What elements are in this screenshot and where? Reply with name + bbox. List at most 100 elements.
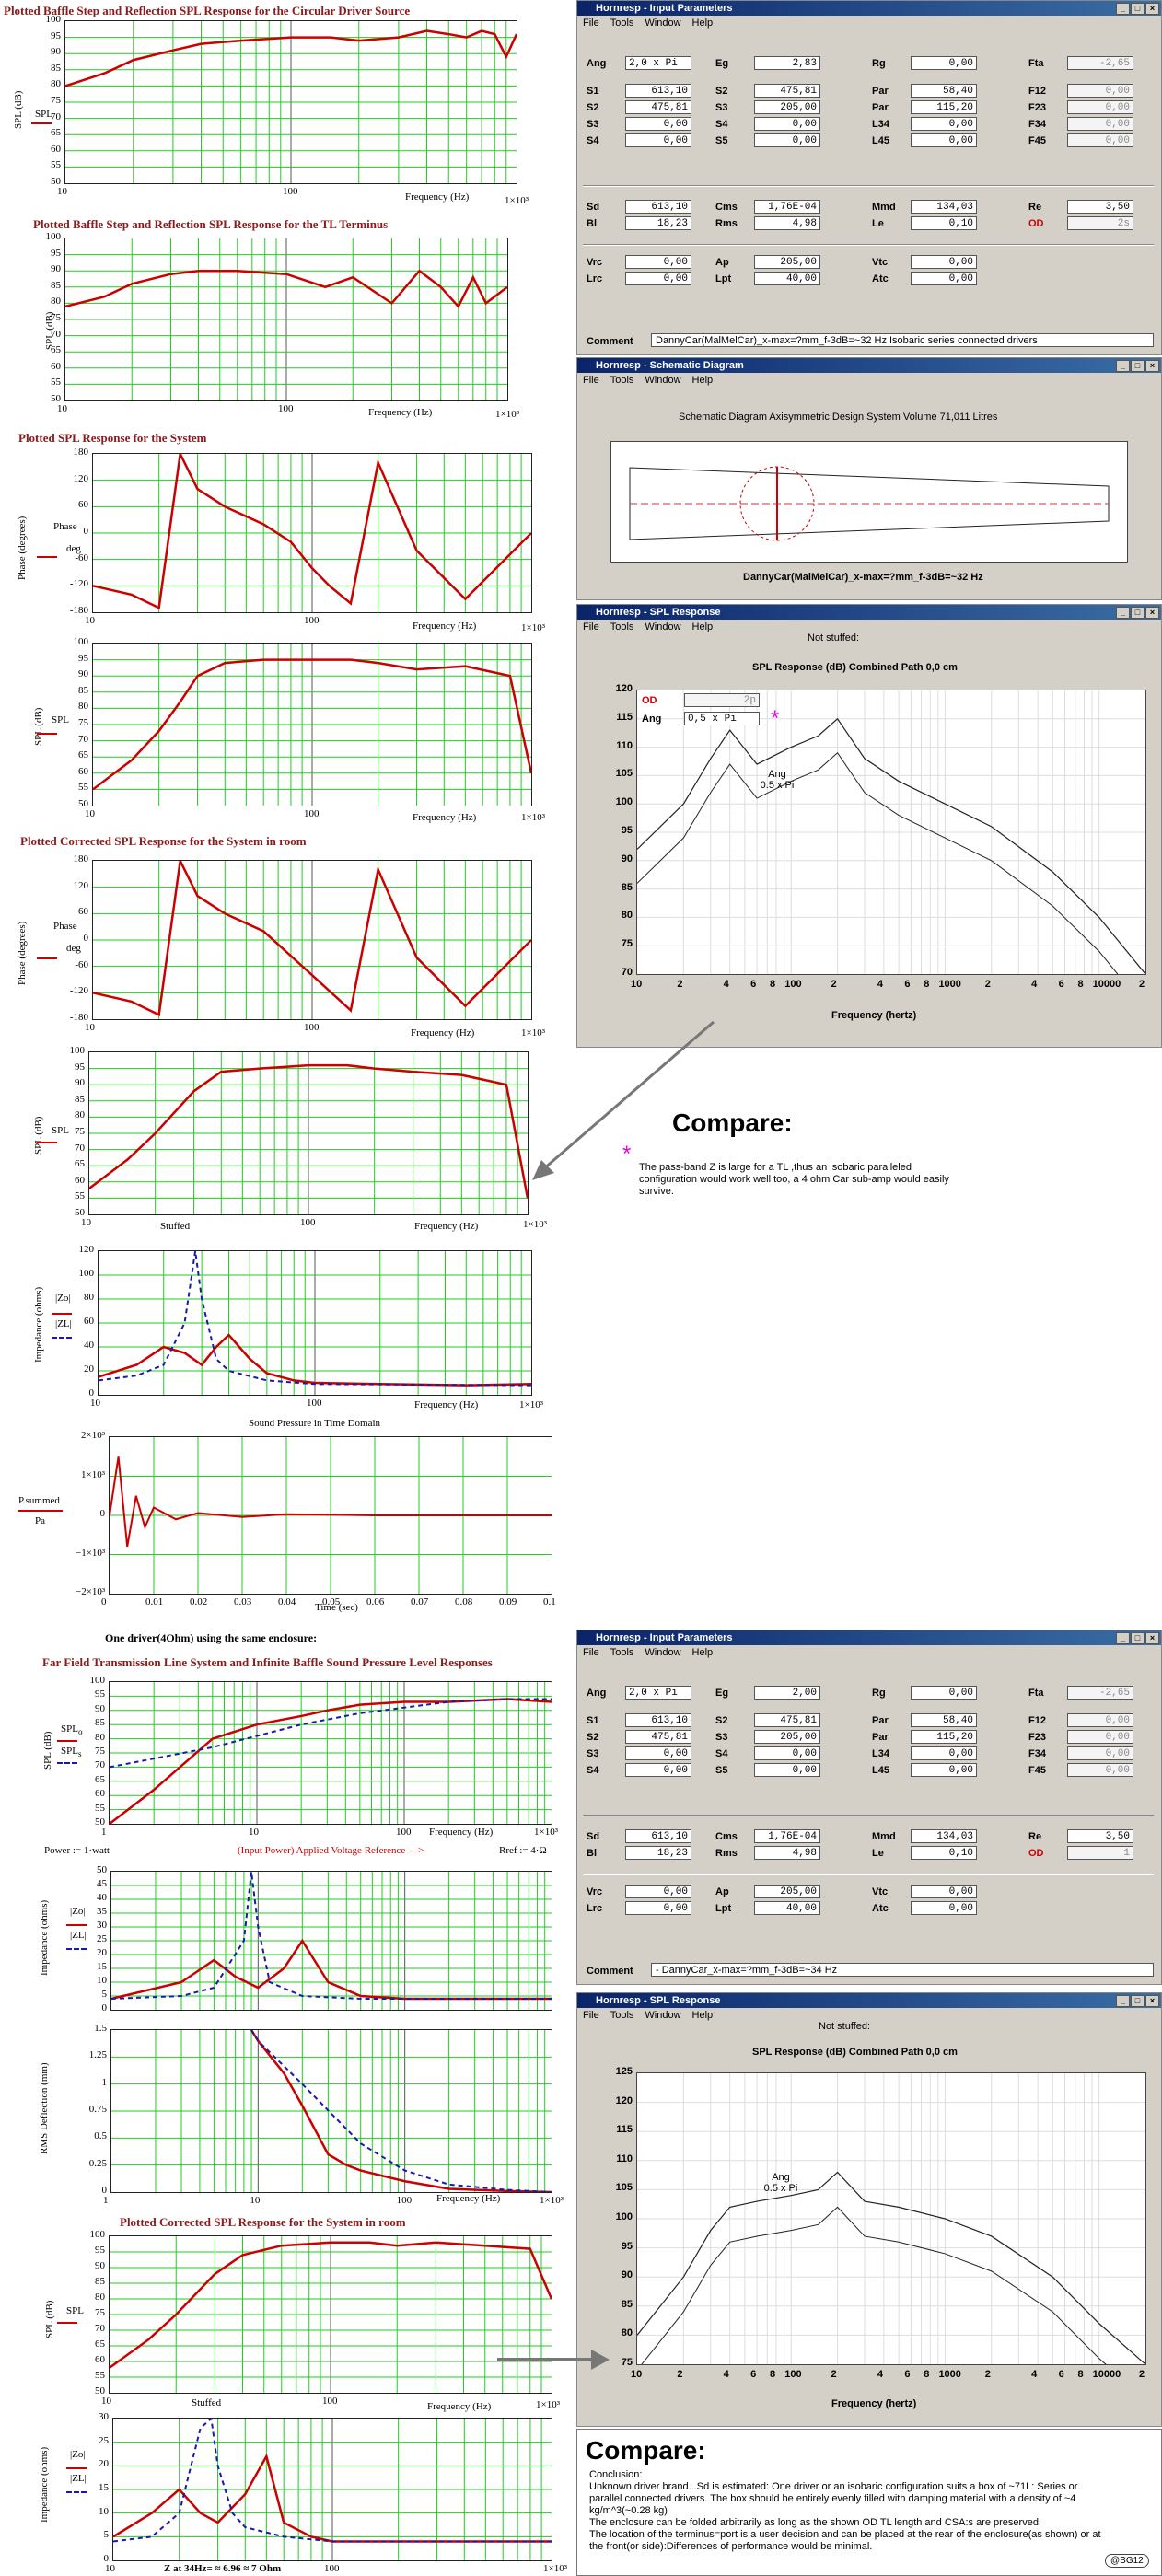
ip2-field-vrc[interactable]: 0,00: [625, 1885, 691, 1898]
ip1-menu-tools[interactable]: Tools: [610, 17, 634, 29]
ip1-field-le[interactable]: 0,10: [911, 216, 977, 230]
spl1-menu-file[interactable]: File: [583, 621, 599, 632]
ip1-field-l45[interactable]: 0,00: [911, 133, 977, 147]
ip1-field-cms[interactable]: 1,76E-04: [754, 200, 820, 214]
ip1-field-l34[interactable]: 0,00: [911, 117, 977, 131]
input-params-2-titlebar[interactable]: Hornresp - Input Parameters _ □ ×: [577, 1630, 1161, 1645]
ip2-field-re[interactable]: 3,50: [1067, 1829, 1133, 1843]
ip2-field-par[interactable]: 115,20: [911, 1730, 977, 1744]
spl2-menu-file[interactable]: File: [583, 2010, 599, 2021]
input-params-window-2[interactable]: Hornresp - Input Parameters _ □ × File To…: [576, 1630, 1162, 1985]
ip1-field-s5[interactable]: 0,00: [754, 133, 820, 147]
ip1-field-lrc[interactable]: 0,00: [625, 272, 691, 285]
sch-menu-help[interactable]: Help: [691, 375, 714, 386]
ip2-field-atc[interactable]: 0,00: [911, 1901, 977, 1915]
spl2-menu-help[interactable]: Help: [691, 2010, 714, 2021]
close-icon[interactable]: ×: [1145, 607, 1159, 619]
spl2-menu-window[interactable]: Window: [645, 2010, 681, 2021]
ip2-field-rms[interactable]: 4,98: [754, 1846, 820, 1860]
input-params-1-comment[interactable]: DannyCar(MalMelCar)_x-max=?mm_f-3dB=~32 …: [651, 333, 1154, 347]
ip1-field-eg[interactable]: 2,83: [754, 56, 820, 70]
sch-menu-tools[interactable]: Tools: [610, 375, 634, 386]
ip2-field-s3[interactable]: 0,00: [625, 1746, 691, 1760]
ip1-field-s3[interactable]: 0,00: [625, 117, 691, 131]
ip2-field-par[interactable]: 58,40: [911, 1713, 977, 1727]
ip2-field-eg[interactable]: 2,00: [754, 1686, 820, 1700]
close-icon[interactable]: ×: [1145, 1632, 1159, 1644]
ip1-field-vtc[interactable]: 0,00: [911, 255, 977, 269]
maximize-icon[interactable]: □: [1131, 607, 1145, 619]
minimize-icon[interactable]: _: [1116, 360, 1130, 372]
ip2-menu-file[interactable]: File: [583, 1647, 599, 1658]
input-params-window-1[interactable]: Hornresp - Input Parameters _ □ × File To…: [576, 0, 1162, 355]
ip2-field-le[interactable]: 0,10: [911, 1846, 977, 1860]
ip2-field-cms[interactable]: 1,76E-04: [754, 1829, 820, 1843]
ip1-field-f12[interactable]: 0,00: [1067, 84, 1133, 98]
ip2-menu-window[interactable]: Window: [645, 1647, 681, 1658]
close-icon[interactable]: ×: [1145, 1995, 1159, 2007]
ip2-field-ap[interactable]: 205,00: [754, 1885, 820, 1898]
ip2-field-s4[interactable]: 0,00: [754, 1746, 820, 1760]
ip1-menu-window[interactable]: Window: [645, 17, 681, 29]
ip1-field-ang[interactable]: 2,0 x Pi: [625, 56, 691, 70]
ip2-field-f45[interactable]: 0,00: [1067, 1763, 1133, 1777]
ip2-field-mmd[interactable]: 134,03: [911, 1829, 977, 1843]
ip1-field-s2[interactable]: 475,81: [625, 100, 691, 114]
ip2-field-lrc[interactable]: 0,00: [625, 1901, 691, 1915]
close-icon[interactable]: ×: [1145, 3, 1159, 15]
input-params-1-titlebar[interactable]: Hornresp - Input Parameters _ □ ×: [577, 1, 1161, 16]
ip2-field-s2[interactable]: 475,81: [625, 1730, 691, 1744]
schematic-window[interactable]: Hornresp - Schematic Diagram _ □ × File T…: [576, 357, 1162, 600]
ip1-field-ap[interactable]: 205,00: [754, 255, 820, 269]
minimize-icon[interactable]: _: [1116, 1632, 1130, 1644]
spl1-menu-window[interactable]: Window: [645, 621, 681, 632]
ip2-field-s5[interactable]: 0,00: [754, 1763, 820, 1777]
maximize-icon[interactable]: □: [1131, 3, 1145, 15]
ip1-field-par[interactable]: 115,20: [911, 100, 977, 114]
maximize-icon[interactable]: □: [1131, 1995, 1145, 2007]
ip2-field-vtc[interactable]: 0,00: [911, 1885, 977, 1898]
ip2-field-l45[interactable]: 0,00: [911, 1763, 977, 1777]
ip2-field-bl[interactable]: 18,23: [625, 1846, 691, 1860]
ip2-field-f12[interactable]: 0,00: [1067, 1713, 1133, 1727]
ip2-field-sd[interactable]: 613,10: [625, 1829, 691, 1843]
ip1-field-atc[interactable]: 0,00: [911, 272, 977, 285]
ip1-field-bl[interactable]: 18,23: [625, 216, 691, 230]
minimize-icon[interactable]: _: [1116, 607, 1130, 619]
spl2-menu-tools[interactable]: Tools: [610, 2010, 634, 2021]
close-icon[interactable]: ×: [1145, 360, 1159, 372]
ip1-field-sd[interactable]: 613,10: [625, 200, 691, 214]
ip2-field-od[interactable]: 1: [1067, 1846, 1133, 1860]
ip1-field-fta[interactable]: -2,65: [1067, 56, 1133, 70]
ip1-field-f34[interactable]: 0,00: [1067, 117, 1133, 131]
maximize-icon[interactable]: □: [1131, 1632, 1145, 1644]
ip2-field-s3[interactable]: 205,00: [754, 1730, 820, 1744]
ip1-field-vrc[interactable]: 0,00: [625, 255, 691, 269]
ip1-field-re[interactable]: 3,50: [1067, 200, 1133, 214]
ip2-field-s1[interactable]: 613,10: [625, 1713, 691, 1727]
ip2-menu-help[interactable]: Help: [691, 1647, 714, 1658]
input-params-2-comment[interactable]: - DannyCar_x-max=?mm_f-3dB=~34 Hz: [651, 1963, 1154, 1977]
spl1-menu-help[interactable]: Help: [691, 621, 714, 632]
spl-window-1-titlebar[interactable]: Hornresp - SPL Response _ □ ×: [577, 605, 1161, 620]
maximize-icon[interactable]: □: [1131, 360, 1145, 372]
ip1-field-od[interactable]: 2s: [1067, 216, 1133, 230]
minimize-icon[interactable]: _: [1116, 3, 1130, 15]
sch-menu-file[interactable]: File: [583, 375, 599, 386]
ip1-field-rms[interactable]: 4,98: [754, 216, 820, 230]
ip2-field-ang[interactable]: 2,0 x Pi: [625, 1686, 691, 1700]
ip1-field-s4[interactable]: 0,00: [625, 133, 691, 147]
ip1-field-par[interactable]: 58,40: [911, 84, 977, 98]
ip1-menu-file[interactable]: File: [583, 17, 599, 29]
sch-menu-window[interactable]: Window: [645, 375, 681, 386]
spl-response-window-1[interactable]: Hornresp - SPL Response _ □ × File Tools W…: [576, 604, 1162, 1048]
ip1-menu-help[interactable]: Help: [691, 17, 714, 29]
spl-window-1-od-field[interactable]: 2p: [684, 693, 760, 707]
ip2-field-fta[interactable]: -2,65: [1067, 1686, 1133, 1700]
ip2-field-rg[interactable]: 0,00: [911, 1686, 977, 1700]
ip2-field-f34[interactable]: 0,00: [1067, 1746, 1133, 1760]
spl1-menu-tools[interactable]: Tools: [610, 621, 634, 632]
schematic-titlebar[interactable]: Hornresp - Schematic Diagram _ □ ×: [577, 358, 1161, 373]
ip2-field-f23[interactable]: 0,00: [1067, 1730, 1133, 1744]
ip2-field-s4[interactable]: 0,00: [625, 1763, 691, 1777]
